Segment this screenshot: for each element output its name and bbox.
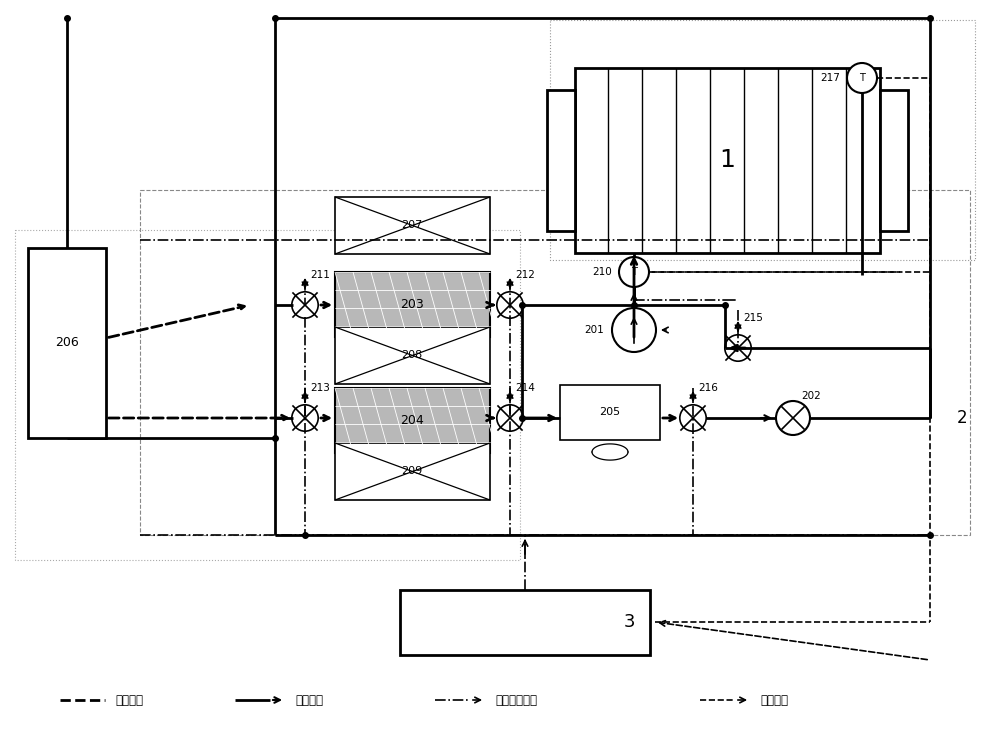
Text: 214: 214	[515, 383, 535, 393]
Text: 211: 211	[310, 270, 330, 280]
Text: T: T	[631, 267, 637, 277]
Bar	[560, 385, 660, 440]
Bar	[335, 327, 490, 384]
Text: 201: 201	[584, 325, 604, 335]
Text: 202: 202	[801, 391, 821, 401]
Text: 开关控制信号: 开关控制信号	[495, 693, 537, 707]
Bar	[28, 248, 106, 438]
Text: 203: 203	[400, 298, 424, 310]
Text: 脉冲电流: 脉冲电流	[115, 693, 143, 707]
Text: 2: 2	[957, 409, 967, 427]
Bar	[547, 90, 575, 231]
Circle shape	[612, 308, 656, 352]
Text: 217: 217	[820, 73, 840, 83]
Text: 冷却液流: 冷却液流	[295, 693, 323, 707]
Bar	[335, 197, 490, 254]
Bar	[335, 443, 490, 500]
Text: 209: 209	[401, 466, 423, 476]
Bar	[15, 230, 520, 560]
Circle shape	[847, 63, 877, 93]
Text: 216: 216	[698, 383, 718, 393]
Text: 210: 210	[592, 267, 612, 277]
Text: 1: 1	[719, 148, 735, 172]
Circle shape	[619, 257, 649, 287]
Text: T: T	[859, 73, 865, 83]
Text: 215: 215	[743, 313, 763, 323]
Text: 温度信号: 温度信号	[760, 693, 788, 707]
Text: 206: 206	[55, 336, 79, 350]
Text: 212: 212	[515, 270, 535, 280]
Bar	[335, 388, 490, 453]
Bar	[575, 68, 880, 253]
Text: 3: 3	[624, 613, 635, 631]
Text: 207: 207	[401, 220, 423, 230]
Text: 208: 208	[401, 350, 423, 360]
Bar	[335, 272, 490, 337]
Text: 205: 205	[599, 407, 621, 417]
Bar	[880, 90, 908, 231]
Bar	[550, 20, 975, 260]
Circle shape	[776, 401, 810, 435]
Bar	[140, 190, 970, 535]
Text: 213: 213	[310, 383, 330, 393]
Text: 204: 204	[400, 414, 424, 426]
Bar	[400, 590, 650, 655]
